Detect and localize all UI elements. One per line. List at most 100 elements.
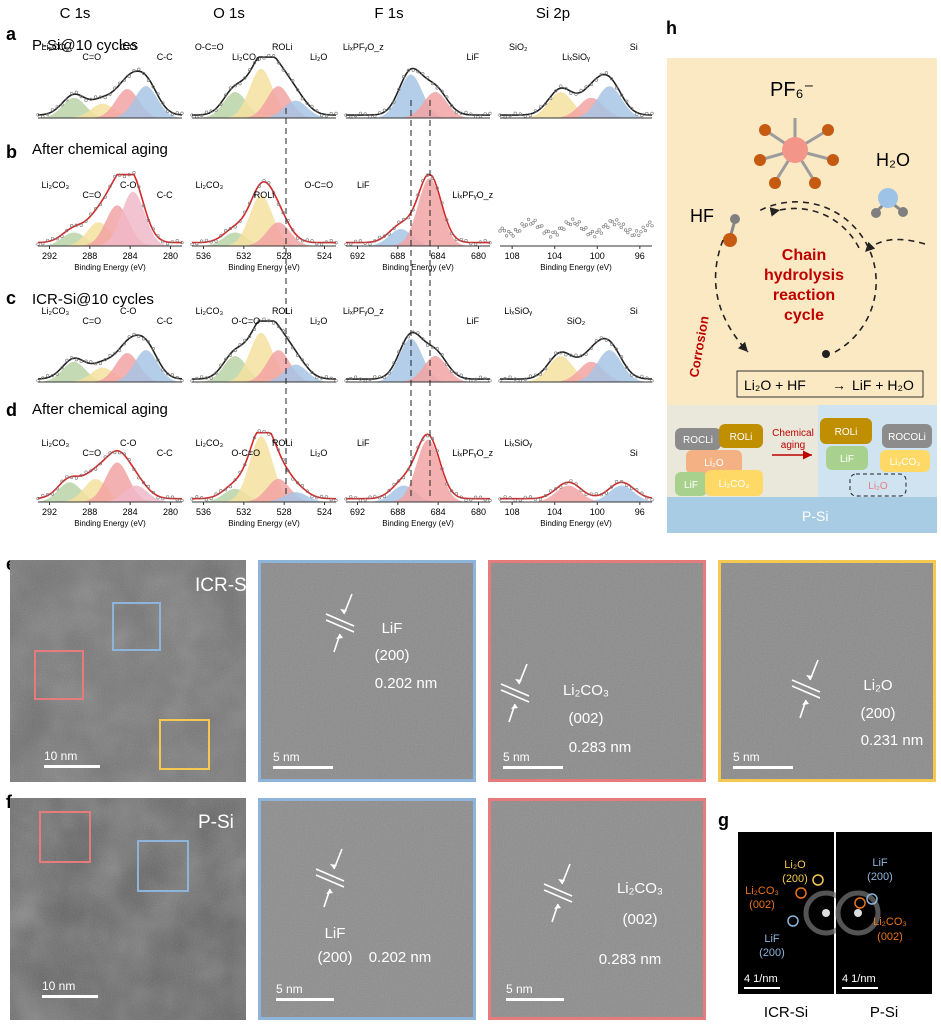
data-point [543, 367, 548, 371]
phase-label: Li₂O [863, 677, 892, 694]
data-point [329, 376, 333, 380]
data-point [324, 495, 329, 499]
tick-label: 104 [547, 251, 562, 261]
data-point [518, 229, 522, 233]
data-point [117, 81, 122, 85]
data-point [542, 231, 546, 235]
data-point [214, 108, 218, 112]
tick-label: 280 [163, 251, 178, 261]
data-point [589, 82, 593, 87]
data-point [310, 239, 314, 243]
tick-label: 532 [236, 507, 251, 517]
data-point [156, 496, 160, 500]
data-point [640, 113, 644, 118]
data-point [406, 68, 411, 72]
tick-label: 292 [42, 251, 57, 261]
fft-scale-bar [744, 987, 780, 989]
data-point [511, 234, 515, 238]
data-point [416, 70, 420, 74]
data-point [382, 375, 387, 380]
data-point [281, 211, 285, 215]
data-point [132, 69, 136, 73]
svg-text:Li₂CO₃: Li₂CO₃ [719, 479, 750, 490]
x-axis-label: Binding Energy (eV) [74, 263, 146, 272]
data-point [146, 218, 150, 222]
peak-label: LiF [357, 438, 370, 448]
scale-bar-label: 5 nm [273, 750, 300, 764]
data-point [612, 223, 617, 227]
sei-block: Li₂CO₃ [880, 450, 930, 472]
data-point [533, 497, 538, 501]
data-point [267, 319, 271, 323]
peak-label: C-C [157, 52, 173, 62]
data-point [459, 495, 463, 499]
data-point [195, 242, 199, 246]
data-point [488, 241, 492, 245]
data-point [584, 492, 588, 496]
sei-block: LiF [675, 472, 707, 496]
data-point [180, 111, 184, 115]
data-point [406, 335, 411, 339]
peak-label: Si [630, 42, 638, 52]
data-point [84, 219, 88, 223]
data-point [397, 220, 401, 224]
data-point [445, 95, 449, 99]
region-box-red [34, 650, 84, 700]
data-point [98, 95, 102, 99]
data-point [406, 468, 411, 472]
peak-label: LiF [466, 316, 479, 326]
peak-label: Li₂CO₃ [195, 180, 223, 190]
fft-scale-bar [842, 987, 878, 989]
lattice-marker [543, 863, 573, 923]
data-point [378, 496, 382, 500]
data-point [93, 467, 98, 471]
fft-scale-label: 4 1/nm [744, 973, 778, 985]
peak-label: Li₂CO₃ [232, 52, 260, 62]
peak-label: SiO₂ [567, 316, 586, 326]
data-point [483, 498, 487, 502]
data-point [243, 76, 247, 80]
data-point [630, 486, 634, 490]
sei-block: LiF [826, 446, 868, 470]
tick-label: 108 [505, 507, 520, 517]
data-point [445, 218, 449, 222]
data-point [69, 224, 74, 228]
data-point [502, 229, 507, 233]
data-point [55, 237, 59, 241]
plane-label: (200) [317, 949, 352, 966]
panel-letter-f: f [6, 792, 13, 812]
data-point [392, 482, 396, 486]
data-point [630, 373, 634, 377]
data-point [146, 484, 150, 489]
fft-ring [866, 893, 878, 905]
data-point [440, 89, 444, 93]
data-point [238, 219, 242, 223]
overview-label: P-Si [198, 812, 234, 833]
data-point [625, 365, 629, 370]
data-point [228, 86, 232, 90]
xps-row: ICR-Si@10 cyclesLi₂CO₃C=OC-OC-CLi₂CO₃O-C… [32, 291, 654, 383]
data-point [459, 111, 463, 115]
fft-ring [795, 887, 807, 899]
data-point [500, 226, 504, 230]
component-peak [192, 68, 336, 118]
data-point [549, 235, 553, 239]
data-point [252, 193, 256, 197]
data-point [435, 449, 439, 453]
data-point [454, 371, 459, 376]
data-point [281, 68, 285, 72]
peak-label: Li₂CO₃ [41, 42, 69, 52]
data-point [637, 233, 641, 237]
data-point [614, 86, 619, 90]
data-point [272, 191, 276, 195]
xps-plot-o: Li₂CO₃ O-C=O ROLi Li₂O 536 532 528 524 Binding E… [190, 429, 338, 528]
xps-plot-si: SiO₂ LiₓSiOᵧ Si [498, 42, 654, 119]
data-point [358, 239, 363, 243]
data-point [411, 456, 415, 460]
scale-bar-label: 5 nm [733, 750, 760, 764]
xps-spectra: P-Si@10 cyclesLi₂CO₃C=OC-OC-CO-C=OLi₂CO₃… [32, 37, 654, 528]
hf-label: HF [690, 206, 714, 226]
component-peak [192, 350, 336, 382]
peak-label: Li₂O [310, 448, 328, 458]
data-point [276, 324, 281, 329]
